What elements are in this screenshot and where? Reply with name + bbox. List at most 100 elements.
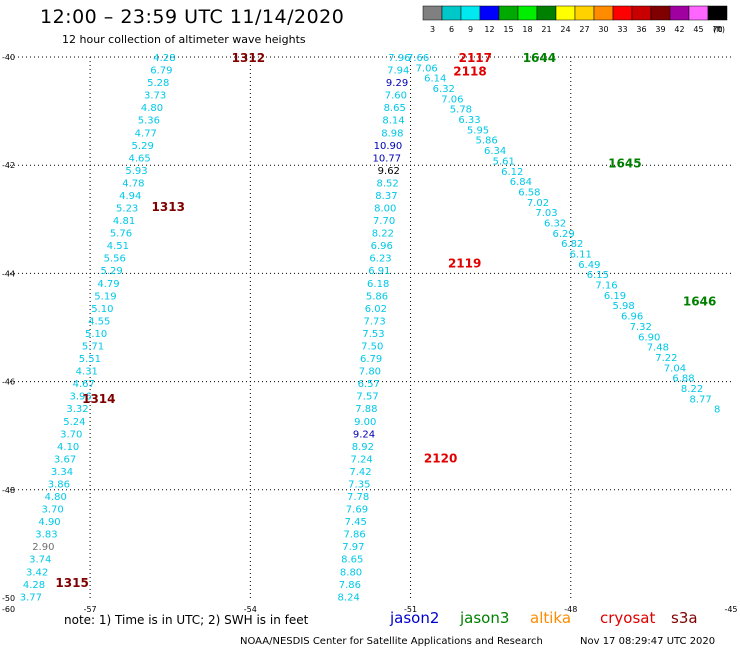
time-label: 1646 <box>683 294 716 308</box>
swh-value: 6.32 <box>433 84 455 95</box>
swh-value: 9.29 <box>386 78 408 89</box>
swh-value: 6.02 <box>365 304 387 315</box>
swh-value: 4.81 <box>113 216 135 227</box>
swh-value: 6.33 <box>458 115 480 126</box>
x-tick-label: -51 <box>404 605 417 614</box>
swh-value: 8.92 <box>352 442 374 453</box>
swh-value: 4.28 <box>23 580 45 591</box>
swh-value: 7.53 <box>362 329 384 340</box>
swh-value: 7.88 <box>355 404 377 415</box>
swh-value: 8.65 <box>341 555 363 566</box>
swh-value: 8.22 <box>372 229 394 240</box>
legend-label: 12 <box>484 25 494 34</box>
swh-value: 5.98 <box>612 301 634 312</box>
x-tick-label: -54 <box>244 605 257 614</box>
swh-value: 7.97 <box>342 542 364 553</box>
swh-value: 7.70 <box>373 216 395 227</box>
x-tick-label: -48 <box>564 605 577 614</box>
y-tick-label: -46 <box>2 378 15 387</box>
swh-value: 7.48 <box>647 343 669 354</box>
swh-value: 7.45 <box>345 517 367 528</box>
swh-value: 7.78 <box>347 492 369 503</box>
swh-value: 2.90 <box>32 542 54 553</box>
swh-value: 8.80 <box>340 567 362 578</box>
x-tick-label: -45 <box>724 605 737 614</box>
swh-value: 8.00 <box>374 204 396 215</box>
y-tick-label: -44 <box>2 269 15 278</box>
swh-value: 4.51 <box>107 241 129 252</box>
swh-value: 7.69 <box>346 505 368 516</box>
swh-value: 7.35 <box>348 479 370 490</box>
credit-line: NOAA/NESDIS Center for Satellite Applica… <box>240 636 543 647</box>
time-label: 2119 <box>448 257 481 271</box>
swh-value: 6.90 <box>638 332 660 343</box>
swh-value: 5.86 <box>475 136 497 147</box>
time-label: 2118 <box>453 65 486 79</box>
swh-value: 7.24 <box>351 454 373 465</box>
swh-value: 6.19 <box>604 291 626 302</box>
swh-value: 10.77 <box>372 153 401 164</box>
swh-value: 7.66 <box>407 53 429 64</box>
swh-value: 5.86 <box>366 291 388 302</box>
corner-tick-label: -60 <box>2 605 15 614</box>
swh-value: 5.24 <box>63 417 85 428</box>
swh-value: 5.78 <box>450 105 472 116</box>
footer-note: note: 1) Time is in UTC; 2) SWH is in fe… <box>64 613 309 627</box>
swh-value: 10.90 <box>374 141 403 152</box>
swh-value: 5.76 <box>110 229 132 240</box>
swh-value: 3.67 <box>54 454 76 465</box>
swh-value: 6.14 <box>424 74 446 85</box>
swh-value: 3.32 <box>66 404 88 415</box>
legend-label: 30 <box>598 25 608 34</box>
swh-value: 7.22 <box>655 353 677 364</box>
swh-value: 8.37 <box>375 191 397 202</box>
swh-value: 6.58 <box>518 187 540 198</box>
swh-value: 4.55 <box>88 316 110 327</box>
y-tick-label: -50 <box>2 594 15 603</box>
swh-value: 5.19 <box>94 291 116 302</box>
swh-value: 4.80 <box>45 492 67 503</box>
swh-value: 4.10 <box>57 442 79 453</box>
satellite-s3a: s3a <box>671 609 698 627</box>
legend-label: 15 <box>503 25 513 34</box>
swh-value: 7.04 <box>664 363 686 374</box>
swh-value: 8.77 <box>689 394 711 405</box>
color-legend: 3 6 9 12 15 18 21 24 27 30 33 36 39 42 45 70(ft) <box>422 5 728 34</box>
swh-value: 8.65 <box>384 103 406 114</box>
swh-value: 5.10 <box>91 304 113 315</box>
swh-value: 3.42 <box>26 567 48 578</box>
satellite-jason2: jason2 <box>390 609 440 627</box>
swh-value: 4.94 <box>119 191 141 202</box>
swh-value: 8.24 <box>338 592 360 603</box>
legend-label: 27 <box>579 25 589 34</box>
y-tick-label: -42 <box>2 161 15 170</box>
swh-value: 5.36 <box>138 116 160 127</box>
swh-value: 9.00 <box>354 417 376 428</box>
swh-value: 3.73 <box>144 91 166 102</box>
satellite-jason3: jason3 <box>460 609 510 627</box>
swh-value: 7.16 <box>595 281 617 292</box>
swh-value: 4.78 <box>122 178 144 189</box>
swh-value: 7.02 <box>527 198 549 209</box>
swh-value: 6.79 <box>360 354 382 365</box>
swh-value: 9.24 <box>353 429 375 440</box>
x-tick-label: -57 <box>84 605 97 614</box>
swh-value: 4.65 <box>128 153 150 164</box>
swh-value: 6.18 <box>367 279 389 290</box>
swh-value: 3.83 <box>35 530 57 541</box>
swh-value: 6.23 <box>369 254 391 265</box>
swh-value: 5.56 <box>104 254 126 265</box>
legend-label: 33 <box>617 25 627 34</box>
time-label: 1315 <box>55 576 88 590</box>
swh-value: 3.96 <box>69 392 91 403</box>
legend-swatch <box>707 5 728 21</box>
swh-value: 5.28 <box>147 78 169 89</box>
swh-value: 6.91 <box>368 266 390 277</box>
time-label: 1312 <box>232 51 265 65</box>
swh-value: 7.42 <box>349 467 371 478</box>
swh-value: 7.57 <box>356 392 378 403</box>
swh-value: 6.96 <box>621 312 643 323</box>
swh-value: 7.32 <box>630 322 652 333</box>
y-tick-label: -40 <box>2 53 15 62</box>
swh-value: 7.86 <box>339 580 361 591</box>
